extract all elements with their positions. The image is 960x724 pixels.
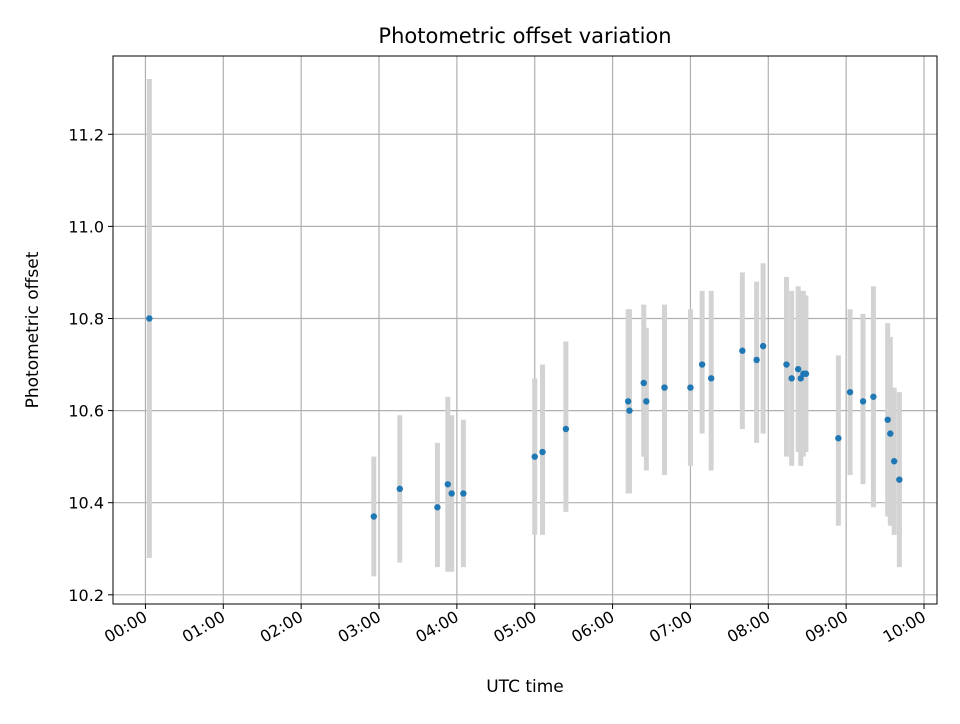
data-point xyxy=(396,485,403,493)
data-point xyxy=(884,416,891,423)
data-point xyxy=(759,342,767,350)
data-point xyxy=(794,365,802,373)
y-tick-label: 11.2 xyxy=(68,125,104,144)
data-point xyxy=(708,375,715,382)
data-point xyxy=(835,435,842,442)
data-point xyxy=(444,481,451,488)
data-point xyxy=(448,490,455,497)
data-point xyxy=(370,513,378,520)
data-point xyxy=(783,361,790,368)
y-tick-label: 10.6 xyxy=(68,402,104,421)
data-point xyxy=(661,384,668,391)
data-point xyxy=(460,490,467,497)
data-point xyxy=(531,453,538,460)
data-point xyxy=(890,458,898,465)
data-point xyxy=(624,398,632,405)
data-point xyxy=(870,393,877,400)
data-point xyxy=(887,430,894,437)
y-axis-label: Photometric offset xyxy=(23,251,43,408)
y-axis-ticks: 10.2 10.4 10.6 10.8 11.0 11.2 xyxy=(68,125,113,605)
data-point xyxy=(539,448,546,456)
data-point xyxy=(562,425,570,433)
data-point xyxy=(640,379,647,387)
data-point xyxy=(626,407,633,414)
y-tick-label: 10.8 xyxy=(68,309,104,328)
data-point xyxy=(739,347,746,354)
data-point xyxy=(687,384,694,391)
data-point xyxy=(146,315,153,322)
y-tick-label: 10.2 xyxy=(68,586,104,605)
data-point xyxy=(859,398,867,405)
data-point xyxy=(788,375,795,382)
data-point xyxy=(434,504,441,511)
data-points xyxy=(146,315,903,520)
data-point xyxy=(698,361,706,368)
data-point xyxy=(643,398,650,405)
data-point xyxy=(753,356,760,364)
data-point xyxy=(802,370,810,377)
x-axis-label: UTC time xyxy=(486,677,564,697)
data-point xyxy=(846,388,854,396)
y-tick-label: 10.4 xyxy=(68,494,104,513)
chart-title: Photometric offset variation xyxy=(378,24,671,48)
y-tick-label: 11.0 xyxy=(68,217,104,236)
plot-frame xyxy=(112,55,938,605)
data-point xyxy=(896,476,903,483)
